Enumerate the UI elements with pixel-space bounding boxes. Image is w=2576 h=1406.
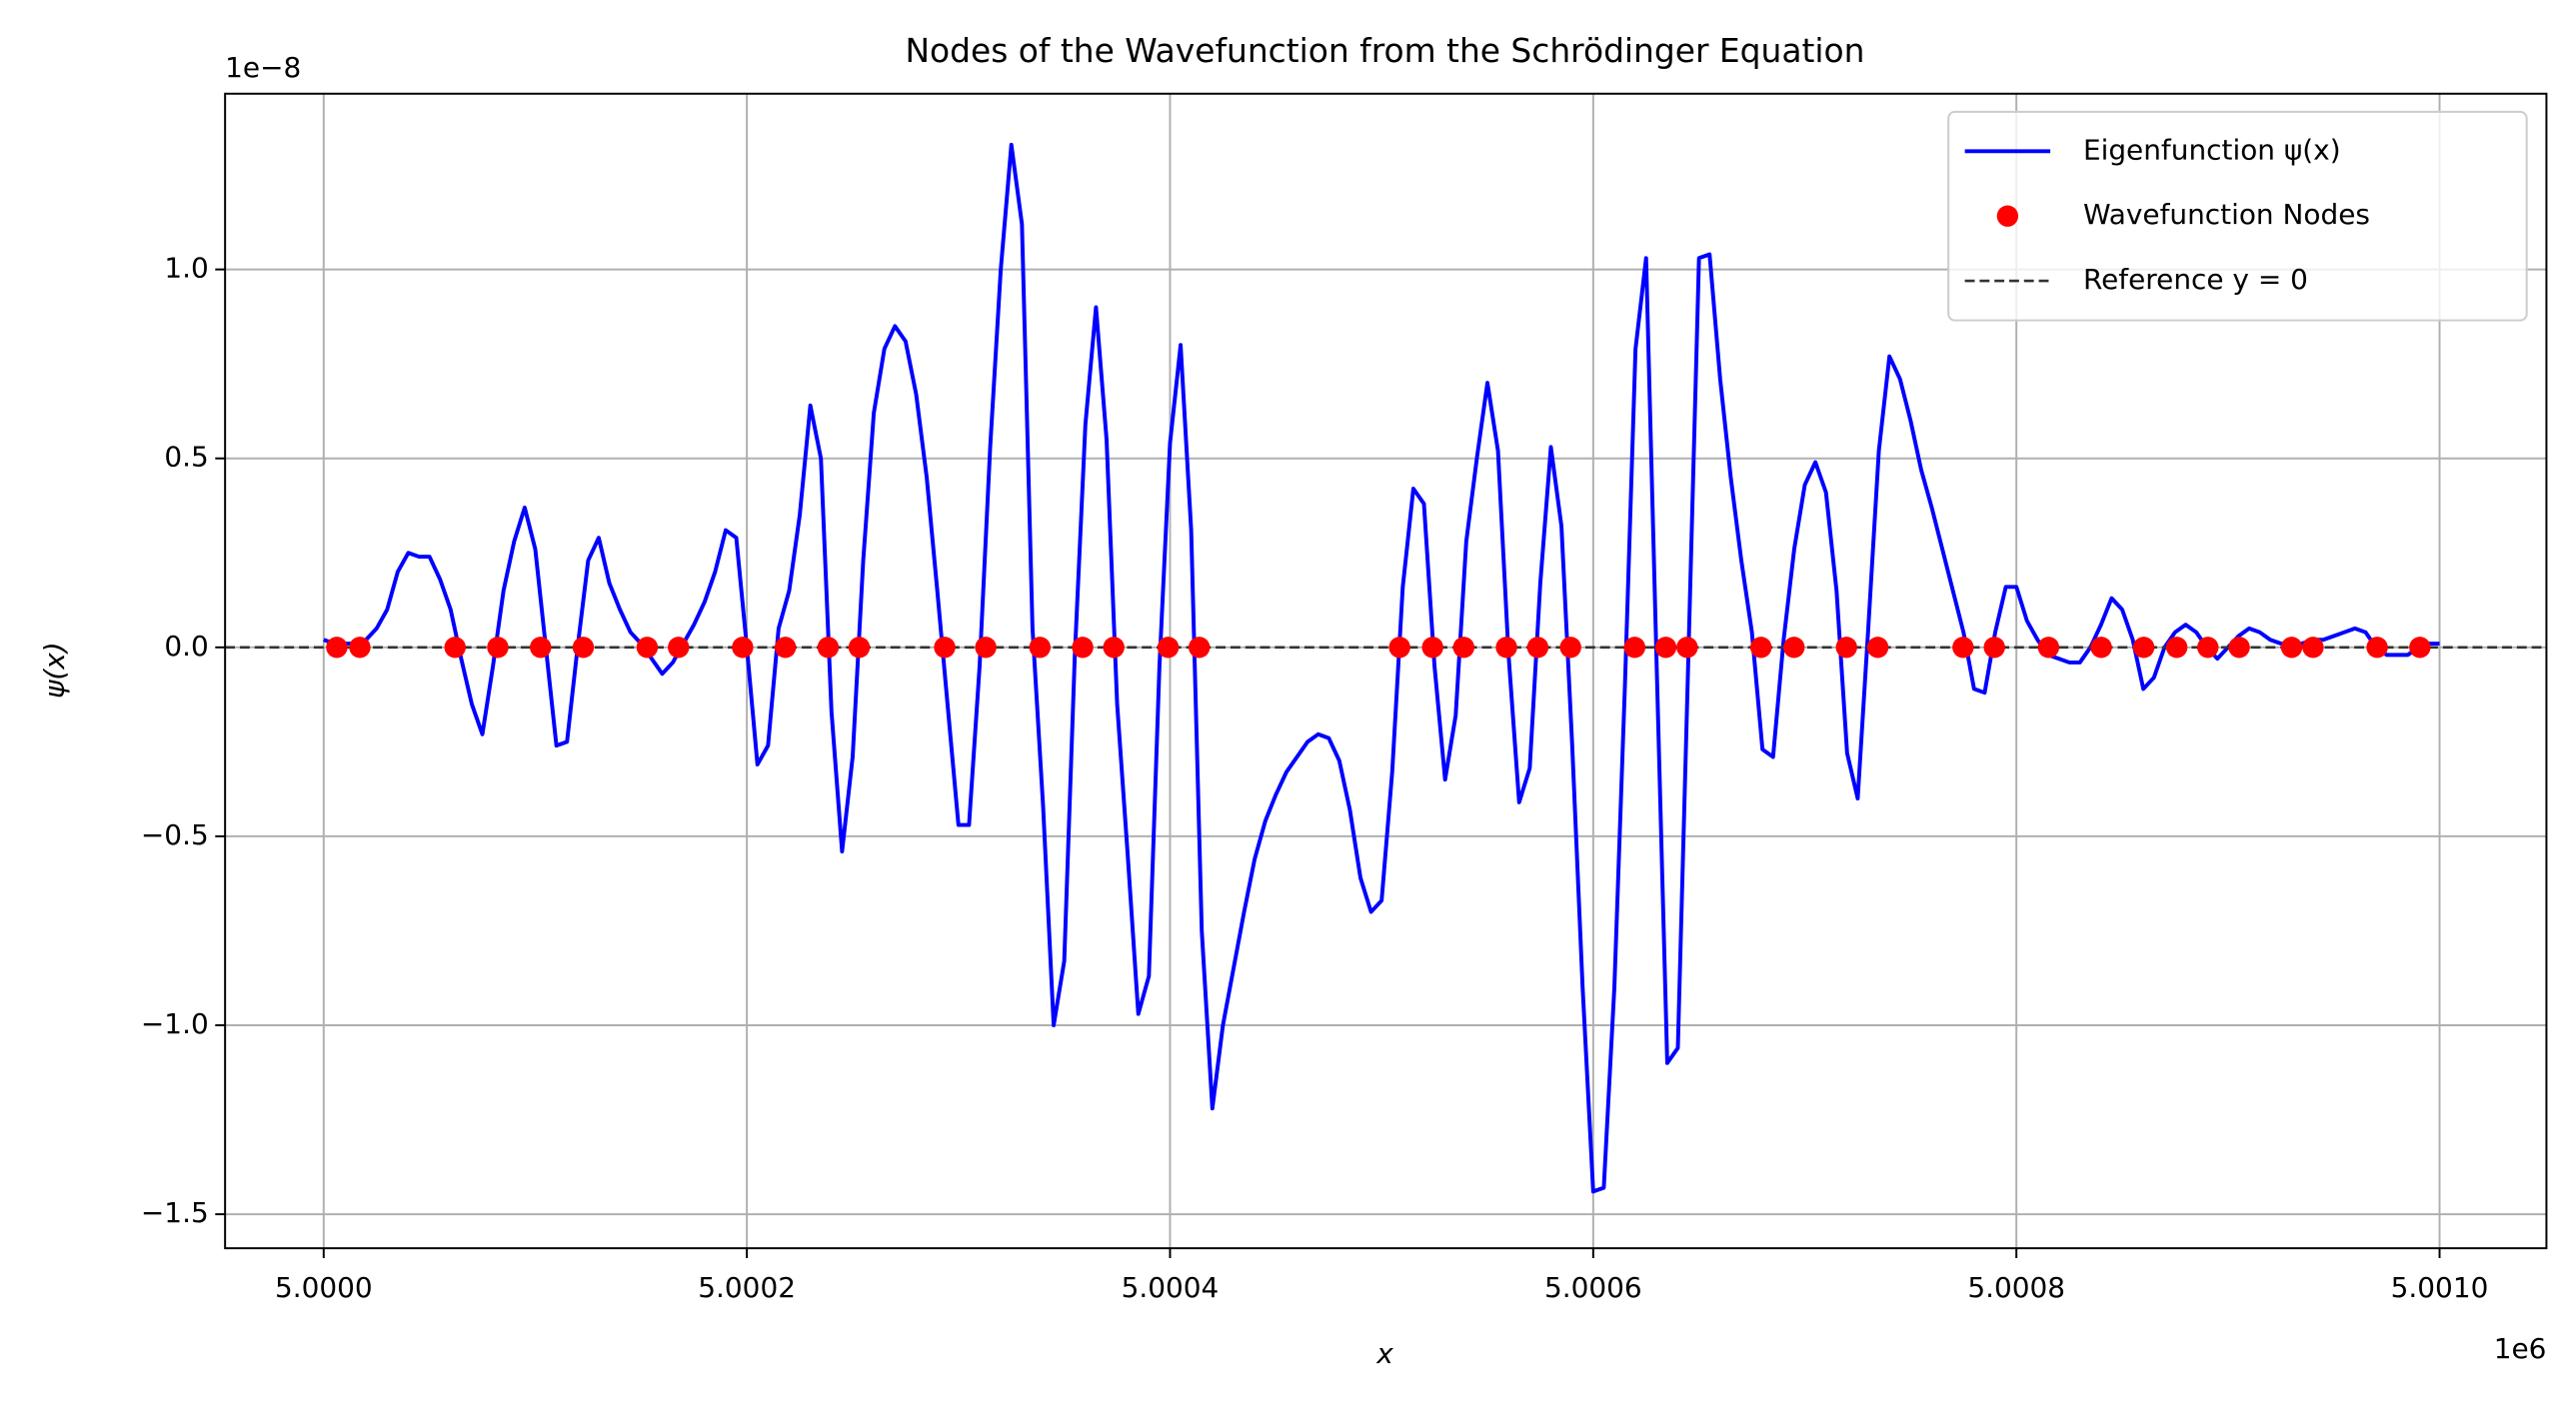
plot-area bbox=[225, 142, 2547, 1194]
x-tick-label: 5.0004 bbox=[1122, 1271, 1220, 1304]
node-marker bbox=[1835, 637, 1857, 659]
y-tick-label: 0.0 bbox=[164, 630, 208, 663]
node-marker bbox=[1103, 637, 1125, 659]
legend-label: Eigenfunction ψ(x) bbox=[2083, 133, 2341, 166]
y-tick-label: −1.0 bbox=[141, 1007, 209, 1040]
legend-swatch bbox=[1996, 205, 2019, 227]
x-tick-label: 5.0002 bbox=[698, 1271, 796, 1304]
node-marker bbox=[1495, 637, 1517, 659]
node-marker bbox=[2037, 637, 2060, 659]
x-tick-label: 5.0010 bbox=[2391, 1271, 2489, 1304]
y-offset-label: 1e−8 bbox=[225, 51, 301, 84]
node-marker bbox=[572, 637, 595, 659]
node-marker bbox=[2302, 637, 2324, 659]
node-marker bbox=[1189, 637, 1211, 659]
y-tick-label: 0.5 bbox=[164, 441, 208, 474]
x-tick-label: 5.0008 bbox=[1967, 1271, 2065, 1304]
node-marker bbox=[1072, 637, 1094, 659]
node-marker bbox=[487, 637, 509, 659]
node-marker bbox=[2132, 637, 2155, 659]
node-marker bbox=[2197, 637, 2219, 659]
node-marker bbox=[1750, 637, 1772, 659]
x-tick-label: 5.0000 bbox=[275, 1271, 373, 1304]
x-offset-label: 1e6 bbox=[2494, 1332, 2547, 1365]
y-tick-label: 1.0 bbox=[164, 252, 208, 285]
plot-frame bbox=[224, 92, 2548, 1250]
node-marker bbox=[1029, 637, 1051, 659]
node-marker bbox=[1526, 637, 1549, 659]
node-marker bbox=[732, 637, 754, 659]
y-tick-label: −0.5 bbox=[141, 818, 209, 851]
node-marker bbox=[2366, 637, 2388, 659]
node-marker bbox=[848, 637, 871, 659]
chart-title: Nodes of the Wavefunction from the Schrö… bbox=[905, 31, 1864, 70]
x-axis-label: x bbox=[1375, 1337, 1393, 1370]
node-marker bbox=[2228, 637, 2250, 659]
legend-label: Reference y = 0 bbox=[2083, 263, 2308, 296]
node-marker bbox=[1388, 637, 1410, 659]
node-marker bbox=[326, 637, 348, 659]
node-marker bbox=[668, 637, 690, 659]
node-marker bbox=[2409, 637, 2431, 659]
node-marker bbox=[1452, 637, 1474, 659]
node-marker bbox=[1421, 637, 1443, 659]
node-marker bbox=[530, 637, 552, 659]
node-marker bbox=[636, 637, 659, 659]
legend-box bbox=[1947, 110, 2528, 322]
node-marker bbox=[817, 637, 840, 659]
node-marker bbox=[1654, 637, 1677, 659]
node-marker bbox=[2165, 637, 2188, 659]
node-marker bbox=[1983, 637, 2005, 659]
node-marker bbox=[774, 637, 797, 659]
node-marker bbox=[934, 637, 956, 659]
node-marker bbox=[2090, 637, 2112, 659]
x-tick-label: 5.0006 bbox=[1544, 1271, 1642, 1304]
node-marker bbox=[444, 637, 466, 659]
node-marker bbox=[349, 637, 371, 659]
node-marker bbox=[975, 637, 997, 659]
legend-label: Wavefunction Nodes bbox=[2083, 198, 2370, 231]
node-marker bbox=[2280, 637, 2303, 659]
node-marker bbox=[1559, 637, 1581, 659]
node-marker bbox=[1676, 637, 1698, 659]
node-marker bbox=[1952, 637, 1974, 659]
node-marker bbox=[1623, 637, 1646, 659]
y-axis-label: ψ(x) bbox=[38, 642, 71, 699]
y-tick-label: −1.5 bbox=[141, 1196, 209, 1229]
node-marker bbox=[1157, 637, 1180, 659]
node-marker bbox=[1783, 637, 1805, 659]
node-marker bbox=[1866, 637, 1889, 659]
